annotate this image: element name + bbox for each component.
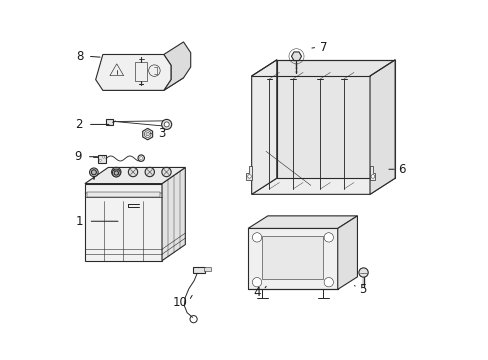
- Circle shape: [162, 167, 171, 177]
- Circle shape: [102, 156, 104, 158]
- Polygon shape: [85, 167, 185, 184]
- Bar: [106, 119, 113, 126]
- Circle shape: [128, 167, 138, 177]
- Circle shape: [324, 278, 333, 287]
- Circle shape: [114, 171, 118, 175]
- Circle shape: [162, 120, 171, 130]
- Circle shape: [358, 268, 367, 277]
- Text: 6: 6: [398, 163, 405, 176]
- Circle shape: [112, 169, 120, 177]
- Circle shape: [91, 170, 96, 175]
- Circle shape: [111, 167, 121, 177]
- Bar: [98, 155, 106, 163]
- Polygon shape: [276, 60, 394, 178]
- Circle shape: [164, 122, 169, 127]
- Polygon shape: [251, 60, 276, 194]
- Circle shape: [138, 155, 144, 161]
- Text: 7: 7: [319, 41, 326, 54]
- Polygon shape: [85, 184, 162, 261]
- Polygon shape: [162, 167, 185, 261]
- Bar: [135, 62, 147, 81]
- Text: 8: 8: [76, 50, 83, 63]
- Polygon shape: [247, 216, 357, 228]
- Bar: [262, 235, 323, 279]
- Polygon shape: [251, 178, 394, 194]
- Text: 9: 9: [74, 150, 81, 163]
- Bar: [204, 267, 210, 271]
- Text: 4: 4: [253, 287, 260, 300]
- Text: 1: 1: [76, 215, 83, 228]
- Polygon shape: [163, 42, 190, 90]
- Polygon shape: [96, 54, 171, 90]
- Polygon shape: [247, 228, 337, 289]
- Circle shape: [99, 159, 101, 161]
- Bar: [192, 267, 204, 273]
- Circle shape: [252, 233, 261, 242]
- Circle shape: [324, 233, 333, 242]
- Polygon shape: [369, 166, 375, 180]
- Polygon shape: [369, 60, 394, 194]
- Bar: [86, 192, 160, 198]
- Circle shape: [145, 132, 149, 136]
- Circle shape: [144, 131, 151, 138]
- Circle shape: [89, 168, 98, 177]
- Text: 10: 10: [172, 296, 187, 309]
- Circle shape: [145, 167, 154, 177]
- Polygon shape: [246, 166, 251, 180]
- Polygon shape: [102, 78, 183, 90]
- Polygon shape: [142, 129, 152, 140]
- Circle shape: [370, 175, 374, 178]
- Text: 5: 5: [358, 283, 366, 296]
- Circle shape: [140, 157, 142, 159]
- Circle shape: [247, 175, 251, 178]
- Polygon shape: [337, 216, 357, 289]
- Circle shape: [252, 278, 261, 287]
- Text: 2: 2: [75, 118, 82, 131]
- Text: 3: 3: [158, 127, 165, 140]
- Polygon shape: [291, 52, 301, 60]
